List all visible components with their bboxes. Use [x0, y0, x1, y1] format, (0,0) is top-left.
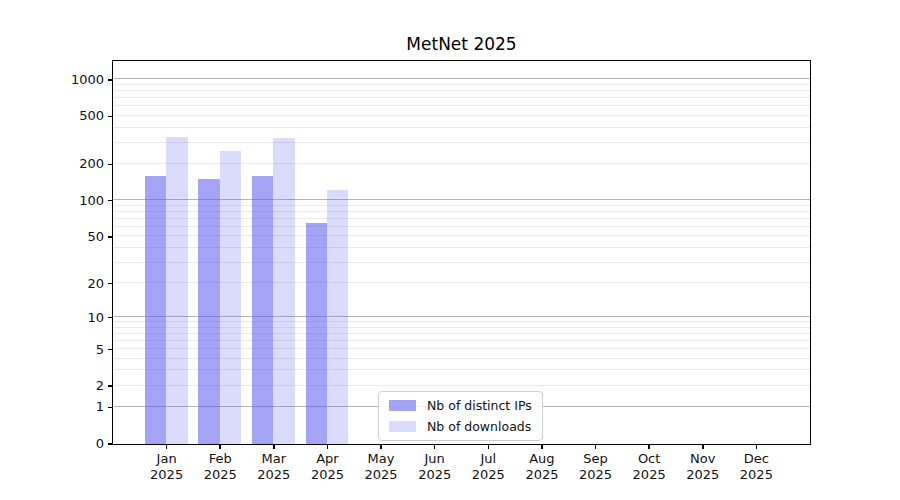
y-tick-mark [108, 283, 112, 285]
grid-minor-line [113, 127, 810, 128]
bar-nb-of-downloads-feb-2025 [220, 151, 241, 443]
y-tick-mark [108, 116, 112, 118]
bar-nb-of-downloads-jan-2025 [166, 137, 187, 444]
x-tick-year: 2025 [716, 467, 796, 483]
x-tick-mark [166, 445, 168, 450]
y-tick-label: 100 [0, 193, 104, 209]
grid-minor-line [113, 142, 810, 143]
y-tick-mark [108, 443, 112, 445]
grid-major-line [113, 78, 810, 79]
y-tick-label: 1000 [0, 72, 104, 88]
legend-item: Nb of distinct IPs [389, 397, 532, 414]
y-tick-label: 10 [0, 310, 104, 326]
y-tick-label: 200 [0, 156, 104, 172]
y-tick-mark [108, 164, 112, 166]
bar-nb-of-distinct-ips-jan-2025 [145, 176, 166, 444]
y-tick-label: 50 [0, 229, 104, 245]
y-tick-label: 20 [0, 276, 104, 292]
grid-minor-line [113, 163, 810, 164]
x-tick-mark [434, 445, 436, 450]
y-tick-label: 500 [0, 108, 104, 124]
bar-nb-of-downloads-apr-2025 [327, 190, 348, 444]
y-tick-label: 0 [0, 436, 104, 452]
x-tick-mark [380, 445, 382, 450]
x-tick-mark [702, 445, 704, 450]
bar-nb-of-distinct-ips-feb-2025 [198, 179, 219, 443]
y-tick-mark [108, 79, 112, 81]
y-tick-label: 1 [0, 399, 104, 415]
x-tick-month: Dec [716, 451, 796, 467]
y-tick-mark [108, 349, 112, 351]
y-tick-mark [108, 200, 112, 202]
bar-nb-of-distinct-ips-mar-2025 [252, 176, 273, 444]
x-tick-mark [219, 445, 221, 450]
metnet-chart-figure: MetNet 2025 Nb of distinct IPs Nb of down… [0, 0, 900, 500]
legend-swatch-nb-of-distinct-ips [389, 400, 416, 411]
plot-area [112, 60, 811, 445]
bar-nb-of-distinct-ips-apr-2025 [306, 223, 327, 444]
x-tick-mark [541, 445, 543, 450]
y-tick-mark [108, 407, 112, 409]
bar-nb-of-downloads-mar-2025 [273, 138, 294, 444]
y-tick-mark [108, 385, 112, 387]
y-tick-label: 2 [0, 378, 104, 394]
x-tick-mark [648, 445, 650, 450]
grid-minor-line [113, 105, 810, 106]
legend-label: Nb of distinct IPs [427, 398, 532, 413]
y-tick-mark [108, 236, 112, 238]
grid-minor-line [113, 84, 810, 85]
grid-minor-line [113, 97, 810, 98]
legend-item: Nb of downloads [389, 418, 532, 435]
x-tick-mark [756, 445, 758, 450]
chart-title: MetNet 2025 [113, 34, 810, 54]
legend-swatch-nb-of-downloads [389, 421, 416, 432]
legend: Nb of distinct IPs Nb of downloads [378, 391, 543, 441]
x-tick-label: Dec2025 [716, 451, 796, 482]
x-tick-mark [488, 445, 490, 450]
y-tick-mark [108, 317, 112, 319]
grid-minor-line [113, 115, 810, 116]
legend-label: Nb of downloads [427, 419, 531, 434]
x-tick-mark [595, 445, 597, 450]
x-tick-mark [327, 445, 329, 450]
grid-minor-line [113, 90, 810, 91]
y-tick-label: 5 [0, 342, 104, 358]
x-tick-mark [273, 445, 275, 450]
